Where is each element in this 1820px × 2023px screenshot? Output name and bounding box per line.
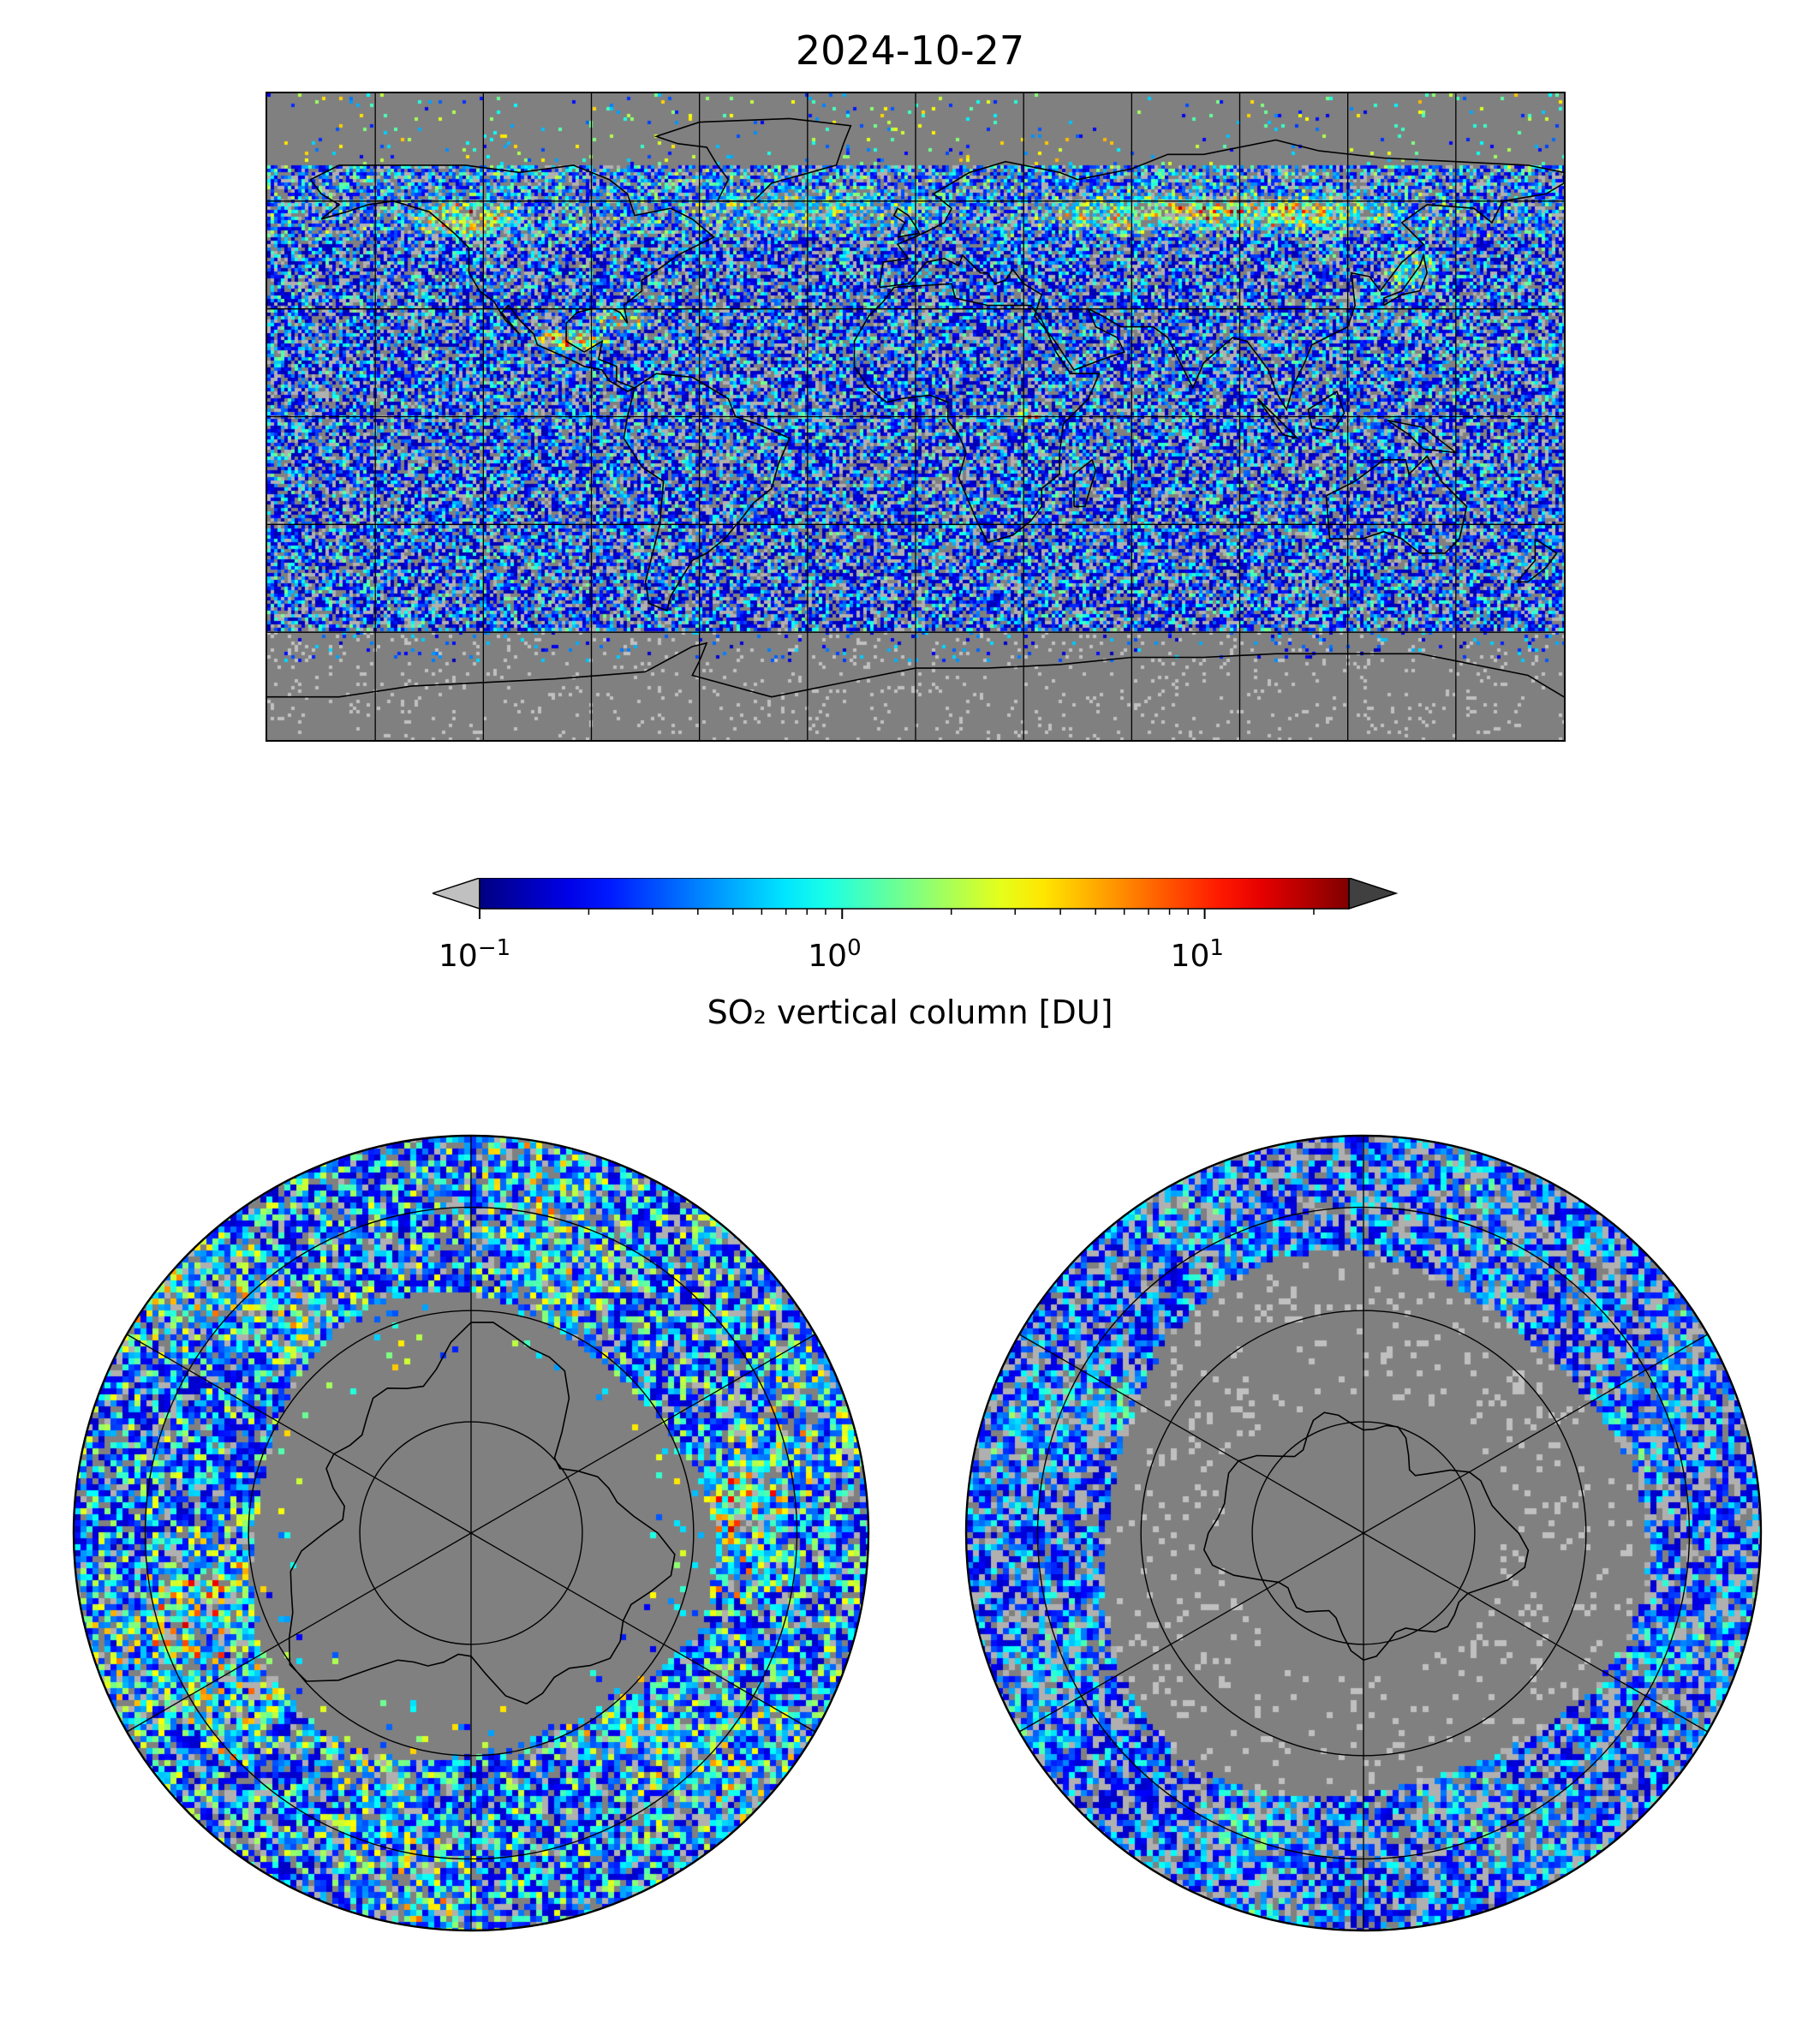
meridian-line xyxy=(126,1532,472,1733)
meridian-line xyxy=(1363,1334,1709,1534)
north-polar-map xyxy=(69,1131,874,1936)
global-map-overlay xyxy=(267,93,1564,740)
meridian-line xyxy=(1363,1532,1709,1733)
colorbar-tick-label: 100 xyxy=(808,935,862,974)
coastline xyxy=(1256,397,1300,440)
coastline xyxy=(1325,455,1468,554)
global-map xyxy=(266,92,1566,742)
south-polar-overlay xyxy=(964,1134,1763,1932)
colorbar-gradient xyxy=(479,877,1350,910)
colorbar xyxy=(430,876,1400,950)
coastline xyxy=(267,642,1564,698)
figure-title: 2024-10-27 xyxy=(795,27,1025,74)
polar-coastline xyxy=(1202,1411,1530,1662)
colorbar-graphic xyxy=(430,876,1399,919)
coastline xyxy=(1515,538,1558,583)
polar-coastline xyxy=(288,1322,676,1705)
coastline xyxy=(892,207,921,238)
colorbar-tick-label: 10−1 xyxy=(439,935,511,974)
colorbar-label: SO₂ vertical column [DU] xyxy=(707,994,1113,1031)
coastline xyxy=(1073,458,1097,508)
colorbar-over-extension xyxy=(1348,876,1399,910)
coastline xyxy=(309,164,715,393)
meridian-line xyxy=(470,1334,816,1534)
coastline xyxy=(879,139,1564,412)
south-polar-map xyxy=(961,1131,1766,1936)
north-polar-overlay xyxy=(72,1134,870,1932)
coastline xyxy=(1387,419,1459,454)
coastline xyxy=(853,283,1101,544)
coastline xyxy=(1307,390,1346,433)
coastline xyxy=(653,117,852,202)
meridian-line xyxy=(1018,1334,1364,1534)
colorbar-tick-label: 101 xyxy=(1170,935,1224,974)
meridian-line xyxy=(1018,1532,1364,1733)
coastline xyxy=(623,373,791,612)
colorbar-under-extension xyxy=(430,876,480,910)
meridian-line xyxy=(126,1334,472,1534)
meridian-line xyxy=(470,1532,816,1733)
coastline xyxy=(1382,252,1429,307)
